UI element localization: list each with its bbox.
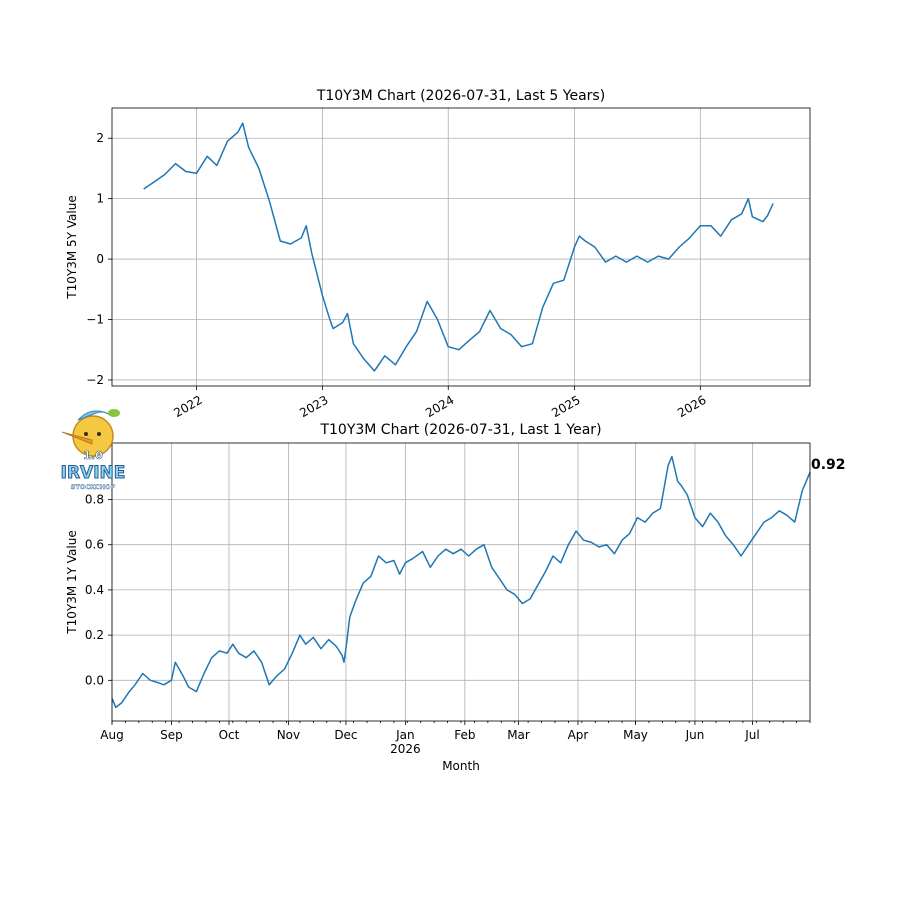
chart-5y-frame <box>111 107 811 387</box>
logo-subtitle: STOCKCHOP <box>71 483 116 491</box>
y-tick-label: 1 <box>96 192 104 206</box>
x-tick-label: May <box>623 728 648 742</box>
x-tick-sublabel: 2026 <box>390 742 421 756</box>
x-tick-label: Jun <box>685 728 705 742</box>
x-tick-label: Feb <box>454 728 475 742</box>
x-tick-label: 2025 <box>549 393 582 420</box>
chart-5y-grid <box>112 108 810 386</box>
chart-5y-title: T10Y3M Chart (2026-07-31, Last 5 Years) <box>316 88 605 104</box>
logo-nose-icon <box>61 431 93 445</box>
chart-1y-series-line <box>111 455 811 709</box>
y-tick-label: 2 <box>96 131 104 145</box>
y-tick-label: 0.0 <box>85 673 104 687</box>
x-tick-label: 2023 <box>297 393 330 420</box>
x-tick-label: 2026 <box>675 393 708 420</box>
y-tick-label: 0 <box>96 252 104 266</box>
chart-1y-xlabel: Month <box>442 759 480 773</box>
chart-5y-series-line <box>143 122 774 372</box>
chart-1y-grid <box>111 443 810 721</box>
y-tick-label: −1 <box>86 313 104 327</box>
x-tick-label: Jan <box>395 728 415 742</box>
y-tick-label: 0.4 <box>85 583 104 597</box>
y-tick-label: 0.2 <box>85 628 104 642</box>
x-tick-label: Apr <box>568 728 589 742</box>
x-tick-label: 2024 <box>423 393 456 420</box>
chart-1y-frame <box>111 442 811 722</box>
x-tick-label: Mar <box>507 728 530 742</box>
x-tick-label: Oct <box>219 728 240 742</box>
x-tick-label: Dec <box>334 728 357 742</box>
logo-wordmark: IRVINE <box>61 463 126 483</box>
x-tick-label: Jul <box>744 728 759 742</box>
chart-1y-ylabel: T10Y3M 1Y Value <box>65 530 79 634</box>
chart-5y: T10Y3M Chart (2026-07-31, Last 5 Years) … <box>65 88 811 420</box>
x-tick-label: Aug <box>100 728 123 742</box>
x-tick-label: 2022 <box>171 393 204 420</box>
chart-1y: T10Y3M Chart (2026-07-31, Last 1 Year) A… <box>65 422 846 773</box>
chart-1y-title: T10Y3M Chart (2026-07-31, Last 1 Year) <box>319 422 601 438</box>
y-tick-label: −2 <box>86 373 104 387</box>
x-tick-label: Sep <box>160 728 183 742</box>
chart-5y-ticks: 2022 2023 2024 2025 2026 −2 −1 0 1 2 <box>86 131 708 420</box>
irvine-stockchop-logo: 1.0 IRVINE STOCKCHOP <box>60 409 126 491</box>
chart-5y-ylabel: T10Y3M 5Y Value <box>65 195 79 299</box>
logo-version: 1.0 <box>83 449 103 462</box>
x-tick-label: Nov <box>277 728 300 742</box>
y-tick-label: 0.8 <box>85 493 104 507</box>
logo-leaf-icon <box>108 409 120 417</box>
y-tick-label: 0.6 <box>85 538 104 552</box>
chart-1y-last-value-label: 0.92 <box>811 457 846 473</box>
